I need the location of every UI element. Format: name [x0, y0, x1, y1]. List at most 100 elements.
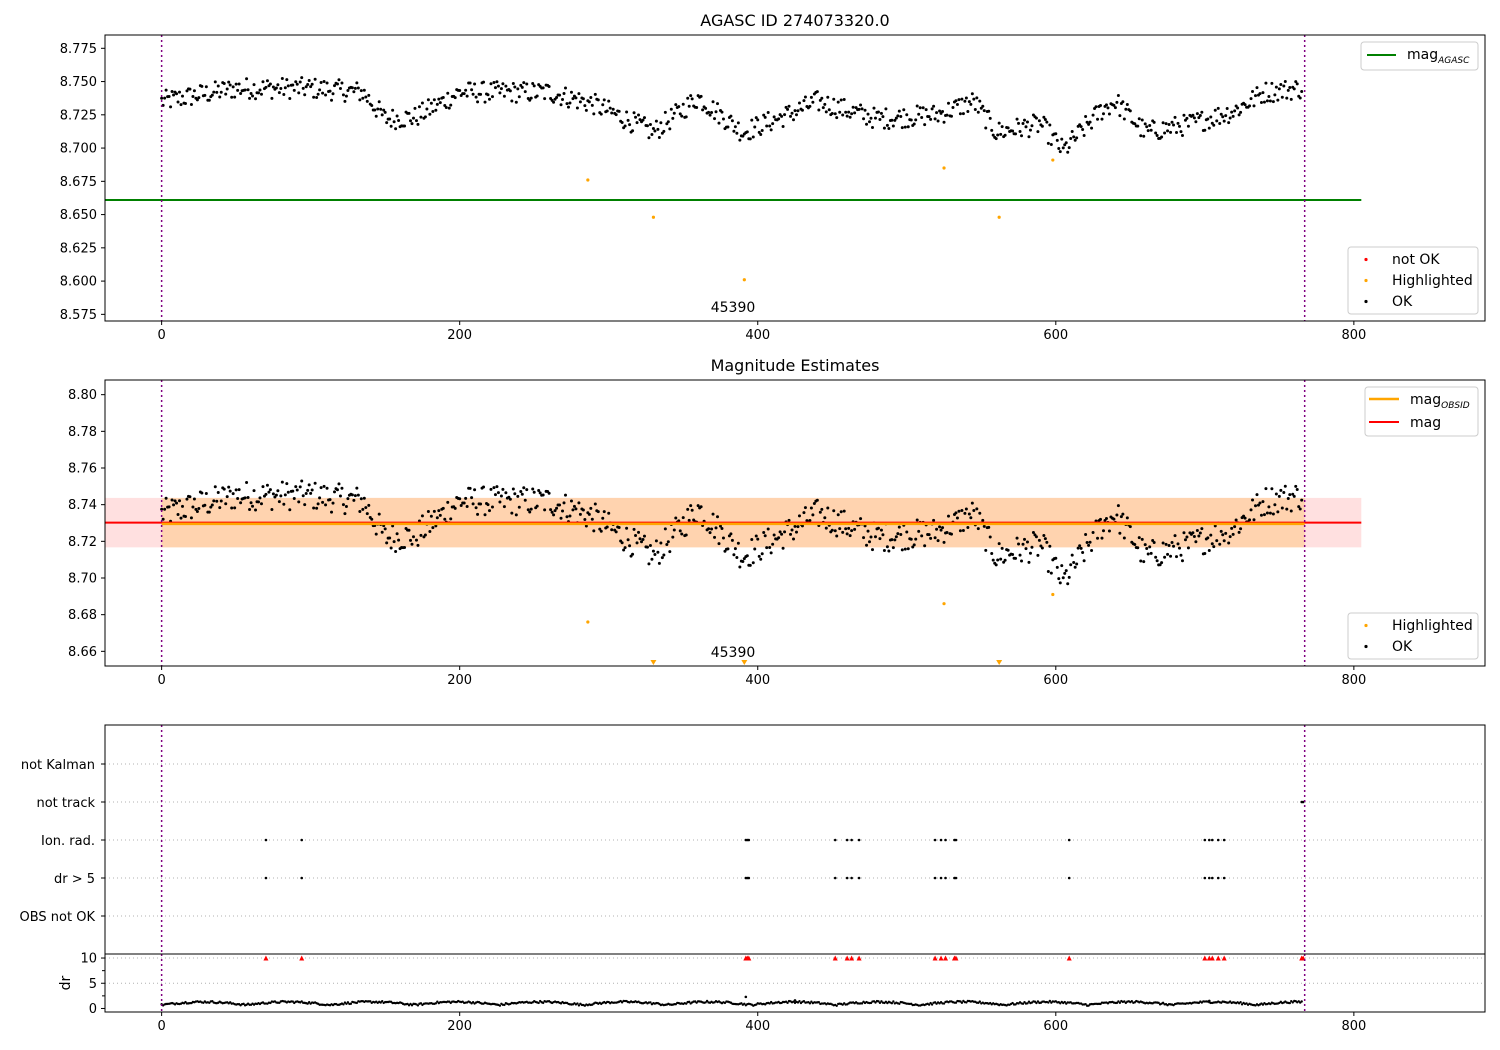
ok-point [662, 129, 666, 133]
ok-point [1060, 564, 1064, 568]
ok-point [462, 501, 466, 505]
dr-point [877, 1000, 880, 1003]
ok-point [555, 95, 559, 99]
dr-point [1063, 1000, 1066, 1004]
p2-xtick-label: 800 [1341, 673, 1366, 688]
ok-point [558, 503, 562, 507]
ok-point [1085, 120, 1089, 124]
ok-point [634, 115, 638, 119]
ok-point [1286, 88, 1290, 92]
ok-point [303, 93, 307, 97]
ok-point [750, 538, 754, 542]
ok-point [1018, 553, 1022, 557]
ok-point [1067, 575, 1071, 579]
ok-point [1185, 535, 1189, 539]
ok-point [1031, 530, 1035, 534]
ok-point [385, 121, 389, 125]
ok-point [1037, 538, 1041, 542]
ok-point [523, 90, 527, 94]
ok-point [1237, 530, 1241, 534]
ok-point [1264, 81, 1268, 85]
ok-point [280, 77, 284, 81]
flag-point [933, 876, 937, 880]
ok-point [1087, 122, 1091, 126]
ok-point [707, 110, 711, 114]
ok-point [374, 114, 378, 118]
ok-point [1267, 505, 1271, 509]
ok-point [1276, 98, 1280, 102]
ok-point [1076, 546, 1080, 550]
ok-point [397, 119, 401, 123]
flag-point [850, 838, 853, 842]
ok-point [1133, 543, 1137, 547]
ok-point [964, 507, 968, 511]
legend-mag: mag [1410, 415, 1441, 431]
dr-point [892, 1000, 895, 1003]
ok-point [696, 504, 700, 508]
ok-point [403, 546, 407, 550]
ok-point [1040, 124, 1044, 128]
ok-point [1146, 129, 1150, 133]
ok-point [879, 111, 883, 115]
flag-point [300, 876, 304, 880]
ok-point [561, 509, 565, 513]
ok-point [787, 518, 791, 522]
ok-point [1101, 529, 1105, 533]
ok-point [316, 502, 320, 506]
ok-point [632, 111, 636, 115]
ok-point [772, 115, 776, 119]
ok-point [917, 529, 921, 533]
ok-point [1155, 134, 1159, 138]
ok-point [1169, 130, 1173, 134]
ok-point [1231, 532, 1235, 536]
ok-point [215, 90, 219, 94]
ok-point [820, 507, 824, 511]
ok-point [1104, 103, 1108, 107]
ok-point [984, 126, 988, 130]
ok-point [286, 490, 290, 494]
ok-point [447, 106, 451, 110]
ok-point [331, 92, 335, 96]
ok-point [686, 96, 690, 100]
ok-point [614, 113, 618, 117]
ok-point [1021, 122, 1025, 126]
ok-point [869, 535, 873, 539]
ok-point [426, 509, 430, 513]
ok-point [343, 99, 347, 103]
p1-ytick-label: 8.575 [60, 308, 97, 323]
ok-point [1194, 540, 1198, 544]
ok-point [414, 538, 418, 542]
dr-point [1084, 1002, 1087, 1006]
p2-ytick-label: 8.78 [68, 425, 97, 440]
p2-xtick-label: 400 [745, 673, 770, 688]
ok-point [367, 93, 371, 97]
ok-point [794, 113, 798, 117]
legend2-ok: OK [1392, 639, 1413, 655]
ok-point [1061, 576, 1065, 580]
dr-point [960, 1001, 964, 1004]
ok-point [763, 115, 767, 119]
ok-point [941, 526, 945, 530]
ok-point [1116, 504, 1120, 508]
ok-point [294, 80, 298, 84]
dr-point [810, 1000, 813, 1003]
ok-point [899, 532, 903, 536]
ok-point [1055, 565, 1059, 569]
highlighted-point [997, 215, 1001, 219]
ok-point [535, 504, 539, 508]
ok-point [394, 127, 398, 131]
ok-point [420, 101, 424, 105]
ok-point [525, 82, 529, 86]
dr-point [869, 1001, 873, 1005]
ok-point [1021, 542, 1025, 546]
ok-point [1172, 123, 1176, 127]
dr-point [1118, 1001, 1122, 1004]
ok-point [689, 504, 693, 508]
ok-point [1096, 117, 1100, 121]
ok-point [642, 116, 646, 120]
ok-point [1113, 106, 1117, 110]
ok-point [1137, 536, 1141, 540]
ok-point [599, 112, 603, 116]
ok-point [897, 109, 901, 113]
ok-point [1020, 559, 1024, 563]
